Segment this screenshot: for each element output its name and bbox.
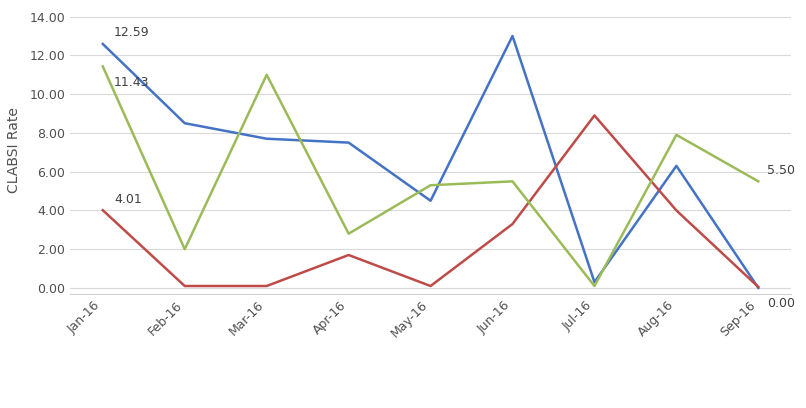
All Medical ICUs (344, 140, 354, 145)
All Paediatric ICUs (180, 247, 189, 252)
All Medical ICUs (262, 136, 272, 141)
All Medical ICUs (754, 286, 763, 290)
All Medical ICUs (671, 164, 681, 169)
All Paediatric ICUs (754, 179, 763, 184)
All Medical ICUs (180, 121, 189, 126)
All Surgical ICUs (180, 284, 189, 288)
All Medical ICUs (426, 198, 435, 203)
All Medical ICUs (98, 42, 108, 47)
Line: All Surgical ICUs: All Surgical ICUs (103, 115, 758, 287)
Text: 0.00: 0.00 (767, 297, 795, 310)
All Medical ICUs (508, 33, 517, 38)
Text: 11.43: 11.43 (114, 76, 149, 89)
Text: 12.59: 12.59 (114, 26, 150, 39)
Line: All Medical ICUs: All Medical ICUs (103, 36, 758, 288)
All Paediatric ICUs (426, 183, 435, 188)
All Surgical ICUs (671, 208, 681, 213)
Y-axis label: CLABSI Rate: CLABSI Rate (7, 107, 21, 193)
Text: 4.01: 4.01 (114, 193, 142, 206)
Text: 5.50: 5.50 (767, 164, 795, 177)
All Medical ICUs (590, 280, 600, 285)
All Surgical ICUs (98, 208, 108, 213)
All Paediatric ICUs (508, 179, 517, 184)
All Paediatric ICUs (590, 284, 600, 288)
All Paediatric ICUs (671, 133, 681, 137)
All Surgical ICUs (262, 284, 272, 288)
Line: All Paediatric ICUs: All Paediatric ICUs (103, 67, 758, 286)
All Surgical ICUs (508, 222, 517, 226)
All Paediatric ICUs (98, 64, 108, 69)
All Surgical ICUs (344, 253, 354, 257)
All Paediatric ICUs (344, 231, 354, 236)
All Surgical ICUs (590, 113, 600, 118)
All Surgical ICUs (754, 284, 763, 289)
All Surgical ICUs (426, 284, 435, 288)
All Paediatric ICUs (262, 72, 272, 77)
